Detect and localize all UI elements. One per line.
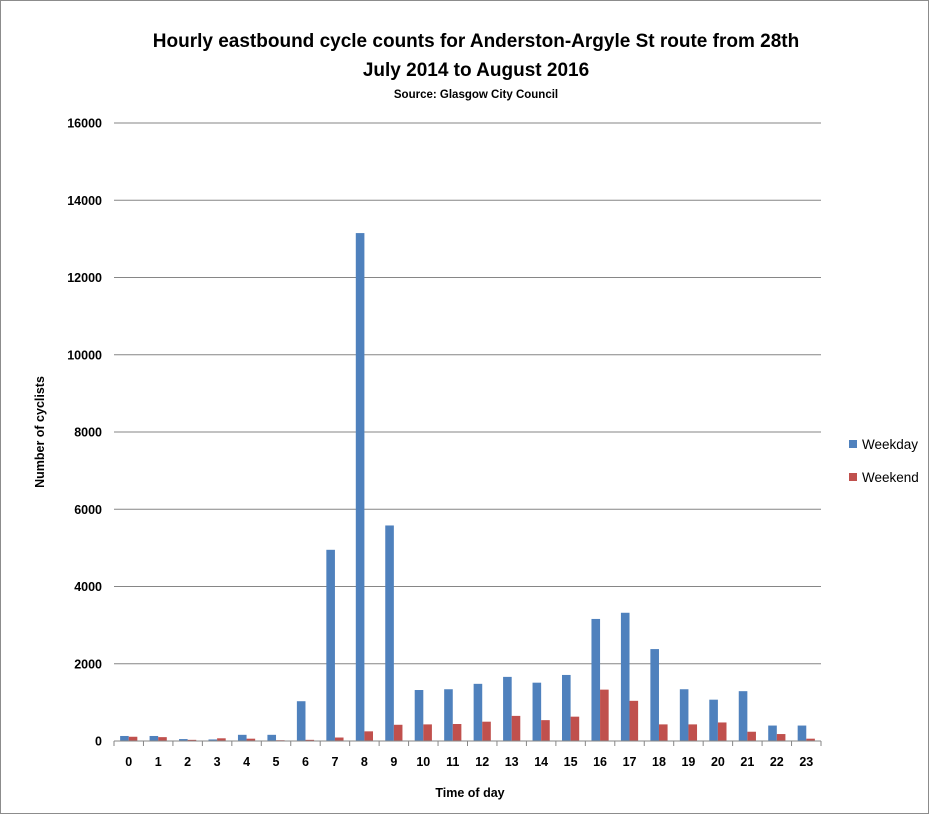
x-tick-label: 7 xyxy=(331,755,338,769)
bar-weekend-hour-11 xyxy=(452,724,462,741)
bar-weekend-hour-23 xyxy=(806,738,815,741)
bar-weekend-hour-14 xyxy=(541,720,550,741)
bar-weekend-hour-4 xyxy=(246,738,256,741)
bar-weekend-hour-7 xyxy=(334,737,344,741)
y-tick-label: 4000 xyxy=(74,580,102,594)
bar-weekend-hour-15 xyxy=(570,716,580,741)
x-tick-label: 18 xyxy=(652,755,666,769)
chart-subtitle: Source: Glasgow City Council xyxy=(394,89,558,101)
bar-weekday-hour-15 xyxy=(562,674,571,741)
bar-weekend-hour-1 xyxy=(158,737,167,741)
bar-weekend-hour-0 xyxy=(128,736,138,741)
bar-weekday-hour-5 xyxy=(267,734,277,741)
bar-weekday-hour-13 xyxy=(503,676,512,741)
x-tick-label: 14 xyxy=(534,755,548,769)
bar-weekend-hour-8 xyxy=(364,731,373,741)
x-tick-label: 13 xyxy=(505,755,519,769)
bar-weekday-hour-8 xyxy=(355,233,365,742)
x-tick-label: 2 xyxy=(184,755,191,769)
x-tick-label: 8 xyxy=(361,755,368,769)
y-axis-ticks: 0 2000 4000 6000 8000 10000 12000 14000 16000 xyxy=(67,117,102,749)
x-tick-label: 22 xyxy=(770,755,784,769)
x-tick-label: 3 xyxy=(214,755,221,769)
bar-weekday-hour-3 xyxy=(208,739,218,741)
bar-weekday-hour-0 xyxy=(120,735,129,741)
bar-weekend-hour-20 xyxy=(717,722,727,741)
bars xyxy=(120,233,815,742)
bar-weekday-hour-6 xyxy=(296,701,306,741)
x-tick-label: 4 xyxy=(243,755,250,769)
bar-weekday-hour-16 xyxy=(591,618,601,741)
x-tick-label: 15 xyxy=(564,755,578,769)
bar-weekday-hour-1 xyxy=(149,735,159,741)
y-tick-label: 8000 xyxy=(74,426,102,440)
x-tick-label: 6 xyxy=(302,755,309,769)
x-axis-ticks: 0 1 2 3 4 5 6 7 8 9 10 11 12 13 14 15 16 17 18 19 20 21 22 23 xyxy=(113,741,822,769)
x-tick-label: 5 xyxy=(273,755,280,769)
chart-title-line-2: July 2014 to August 2016 xyxy=(363,60,589,81)
x-tick-label: 11 xyxy=(446,755,459,769)
bar-weekday-hour-18 xyxy=(650,649,659,741)
legend-label-weekday: Weekday xyxy=(862,437,918,452)
bar-weekend-hour-2 xyxy=(187,739,197,741)
bar-weekday-hour-12 xyxy=(473,683,483,741)
bar-weekday-hour-17 xyxy=(620,612,630,741)
y-tick-label: 2000 xyxy=(74,657,102,671)
bar-weekday-hour-7 xyxy=(326,549,335,741)
bar-weekend-hour-6 xyxy=(305,739,315,741)
bar-weekend-hour-9 xyxy=(393,724,403,741)
bar-weekend-hour-10 xyxy=(423,724,432,741)
bar-weekend-hour-17 xyxy=(629,700,639,741)
gridlines xyxy=(114,122,821,665)
x-axis-label: Time of day xyxy=(435,786,504,800)
bar-weekday-hour-22 xyxy=(768,725,777,741)
y-tick-label: 10000 xyxy=(67,348,102,362)
bar-weekend-hour-18 xyxy=(658,724,668,741)
y-tick-label: 16000 xyxy=(67,117,102,131)
x-tick-label: 1 xyxy=(155,755,162,769)
bar-weekday-hour-21 xyxy=(738,691,748,741)
legend-label-weekend: Weekend xyxy=(862,470,919,485)
bar-weekday-hour-19 xyxy=(679,689,689,741)
bar-weekend-hour-3 xyxy=(217,738,226,741)
bar-weekday-hour-4 xyxy=(237,734,247,741)
bar-weekend-hour-19 xyxy=(688,724,698,741)
bar-weekday-hour-2 xyxy=(179,739,188,741)
x-tick-label: 12 xyxy=(475,755,489,769)
bar-weekend-hour-12 xyxy=(482,721,491,741)
legend-swatch-weekday xyxy=(849,440,857,448)
bar-weekend-hour-13 xyxy=(511,715,521,741)
bar-weekday-hour-23 xyxy=(797,725,807,741)
x-tick-label: 23 xyxy=(799,755,813,769)
x-tick-label: 16 xyxy=(593,755,607,769)
bar-weekend-hour-16 xyxy=(600,689,609,741)
x-tick-label: 0 xyxy=(125,755,132,769)
bar-weekend-hour-21 xyxy=(747,731,756,741)
x-tick-label: 9 xyxy=(390,755,397,769)
y-tick-label: 12000 xyxy=(67,271,102,285)
x-tick-label: 21 xyxy=(740,755,754,769)
bar-weekday-hour-20 xyxy=(709,699,718,741)
x-tick-label: 19 xyxy=(681,755,695,769)
bar-weekday-hour-14 xyxy=(532,682,542,741)
y-axis-label: Number of cyclists xyxy=(33,376,47,488)
y-tick-label: 6000 xyxy=(74,503,102,517)
x-tick-label: 10 xyxy=(416,755,430,769)
x-tick-label: 20 xyxy=(711,755,725,769)
x-tick-label: 17 xyxy=(623,755,637,769)
bar-weekday-hour-11 xyxy=(444,689,453,741)
y-tick-label: 14000 xyxy=(67,194,102,208)
bar-weekday-hour-9 xyxy=(385,525,394,741)
chart-title-line-1: Hourly eastbound cycle counts for Anders… xyxy=(153,31,799,52)
bar-weekday-hour-10 xyxy=(414,690,424,741)
bar-weekend-hour-22 xyxy=(776,734,786,741)
legend: Weekday Weekend xyxy=(849,437,919,485)
y-tick-label: 0 xyxy=(95,735,102,749)
legend-swatch-weekend xyxy=(849,473,857,481)
